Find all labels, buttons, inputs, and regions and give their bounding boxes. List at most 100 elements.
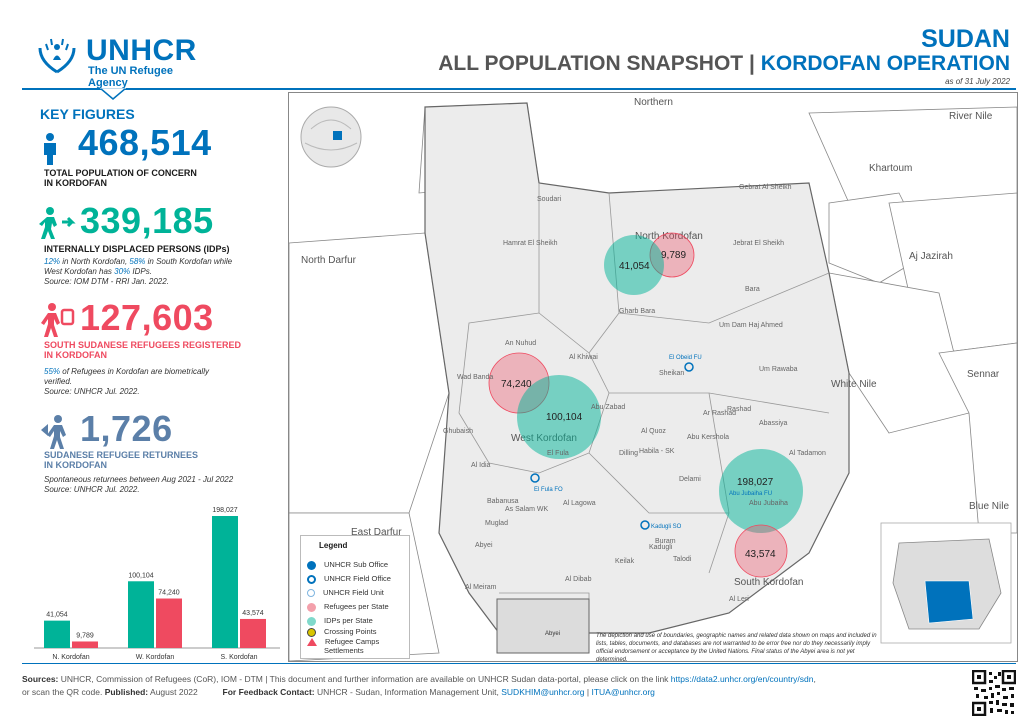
- refugee-pct-verified: 55%: [44, 367, 61, 376]
- legend-field-office: UNHCR Field Office: [307, 574, 391, 584]
- locality-label: Al Tadamon: [789, 450, 826, 457]
- returnee-note: Spontaneous returnees between Aug 2021 -…: [44, 475, 276, 495]
- locality-label: Ar Rashad: [703, 410, 736, 417]
- locality-label: Al Dibab: [565, 576, 592, 583]
- bar-label-refugees-2: 43,574: [242, 610, 264, 617]
- feedback-label: For Feedback Contact:: [222, 687, 315, 697]
- email-link-2[interactable]: ITUA@unhcr.org: [591, 687, 655, 697]
- population-bar-chart: 41,054 9,789 N. Kordofan 100,104 74,240 W. Ko…: [34, 507, 280, 661]
- legend-refugees-label: Refugees per State: [324, 602, 389, 611]
- office-kadugli: Kadugli SO: [651, 524, 682, 530]
- published-label: Published:: [104, 687, 149, 697]
- header-divider: [22, 88, 1016, 90]
- locality-label: Al Meiram: [465, 584, 497, 591]
- office-el-obeid: El Obeid FU: [669, 355, 702, 361]
- legend-crossing: Crossing Points: [307, 627, 377, 637]
- locality-label: An Nuhud: [505, 340, 536, 347]
- label-river-nile: River Nile: [949, 111, 993, 122]
- bar-label-refugees-0: 9,789: [76, 632, 94, 639]
- locality-label: Abu Kershola: [687, 434, 729, 441]
- map-legend: Legend UNHCR Sub Office UNHCR Field Offi…: [300, 535, 410, 659]
- office-abu-jubaiha: Abu Jubaiha FU: [729, 491, 772, 497]
- legend-sub-office: UNHCR Sub Office: [307, 560, 388, 570]
- category-label-0: N. Kordofan: [52, 654, 89, 661]
- legend-field-unit-label: UNHCR Field Unit: [323, 588, 384, 597]
- idp-note-text4: IDPs.: [130, 267, 152, 276]
- refugee-label: SOUTH SUDANESE REFUGEES REGISTERED IN KO…: [44, 340, 241, 360]
- total-label-line1: TOTAL POPULATION OF CONCERN: [44, 168, 197, 178]
- bar-refugees-2: [240, 618, 266, 648]
- map-canvas: Northern River Nile Khartoum Aj Jazirah …: [289, 93, 1017, 661]
- locality-label: Ghubaish: [443, 428, 473, 435]
- returnee-label: SUDANESE REFUGEE RETURNEES IN KORDOFAN: [44, 450, 198, 470]
- refugee-source: Source: UNHCR Jul. 2022.: [44, 387, 140, 396]
- sub-office-icon: [307, 560, 316, 570]
- returnee-icon: [41, 415, 66, 449]
- locality-label: Al Leri: [729, 596, 749, 603]
- locality-label: Rashad: [727, 406, 751, 413]
- locality-label: Al Quoz: [641, 428, 666, 435]
- category-label-2: S. Kordofan: [221, 654, 258, 661]
- locality-label: Sheikan: [659, 370, 684, 377]
- bubble-ref-west: 74,240: [501, 379, 532, 390]
- label-khartoum: Khartoum: [869, 163, 912, 174]
- idp-note-text3: West Kordofan has: [44, 267, 115, 276]
- returnee-label-line1: SUDANESE REFUGEE RETURNEES: [44, 450, 199, 460]
- header-notch-icon: [100, 88, 126, 100]
- total-population-label: TOTAL POPULATION OF CONCERN IN KORDOFAN: [44, 168, 197, 188]
- locality-label: Abu Zabad: [591, 404, 625, 411]
- legend-field-unit: UNHCR Field Unit: [307, 588, 384, 598]
- office-el-fula: El Fula FO: [534, 487, 563, 493]
- locality-label: Abassiya: [759, 420, 788, 427]
- bubble-idp-west: 100,104: [546, 412, 583, 423]
- refugee-label-line1: SOUTH SUDANESE REFUGEES REGISTERED: [44, 340, 242, 350]
- locality-label: Um Dam Haj Ahmed: [719, 322, 783, 329]
- qr-code-icon[interactable]: [972, 670, 1016, 716]
- email-link-1[interactable]: SUDKHIM@unhcr.org: [501, 687, 585, 697]
- legend-settlements-label: Settlements: [324, 646, 364, 655]
- legend-idps-label: IDPs per State: [324, 616, 373, 625]
- refugee-bubble-icon: [307, 602, 316, 612]
- refugee-note-text: of Refugees in Kordofan are biometricall…: [60, 367, 209, 376]
- bar-label-refugees-1: 74,240: [158, 590, 180, 597]
- locality-label: Al Idia: [471, 462, 491, 469]
- bubble-ref-south: 43,574: [745, 549, 776, 560]
- bubble-idp-north: 41,054: [619, 261, 650, 272]
- label-east-darfur: East Darfur: [351, 527, 402, 538]
- sources-label: Sources:: [22, 674, 59, 684]
- locality-label: Soudari: [537, 196, 562, 203]
- locality-label: Abyei: [475, 542, 493, 549]
- locality-label: Hamrat El Sheikh: [503, 240, 558, 247]
- crossing-point-icon: [307, 627, 316, 637]
- label-blue-nile: Blue Nile: [969, 501, 1009, 512]
- legend-crossing-label: Crossing Points: [324, 627, 377, 636]
- field-office-icon: [307, 574, 316, 584]
- locality-label: Babanusa: [487, 498, 519, 505]
- locality-label: Al Khiwai: [569, 354, 598, 361]
- locality-label: Keilak: [615, 558, 635, 565]
- bubble-idp-south: 198,027: [737, 477, 774, 488]
- legend-idps: IDPs per State: [307, 616, 373, 626]
- data-portal-link[interactable]: https://data2.unhcr.org/en/country/sdn: [670, 674, 814, 684]
- legend-refugees: Refugees per State: [307, 602, 389, 612]
- title-main: ALL POPULATION SNAPSHOT: [438, 52, 744, 75]
- refugee-label-line2: IN KORDOFAN: [44, 350, 107, 360]
- email-separator: |: [584, 687, 592, 697]
- label-sennar: Sennar: [967, 369, 1000, 380]
- locality-label: Dilling: [619, 450, 638, 457]
- returnee-label-line2: IN KORDOFAN: [44, 460, 107, 470]
- category-label-1: W. Kordofan: [136, 654, 175, 661]
- locality-label: Talodi: [673, 556, 692, 563]
- idp-label: INTERNALLY DISPLACED PERSONS (IDPs): [44, 244, 230, 254]
- field-unit-icon: [307, 589, 315, 598]
- locality-label: Kadugli: [649, 544, 673, 551]
- bar-idps-0: [44, 620, 70, 648]
- locality-label: Wad Banda: [457, 374, 493, 381]
- idp-note: 12% in North Kordofan, 58% in South Kord…: [44, 257, 276, 287]
- bar-label-idps-0: 41,054: [46, 612, 68, 619]
- returnee-source: Source: UNHCR Jul. 2022.: [44, 485, 140, 494]
- sources-text: UNHCR, Commission of Refugees (CoR), IOM…: [58, 674, 671, 684]
- locality-label: Jebrat El Sheikh: [733, 240, 784, 247]
- page-title: ALL POPULATION SNAPSHOT | KORDOFAN OPERA…: [438, 52, 1010, 76]
- idp-pct-west: 30%: [114, 267, 131, 276]
